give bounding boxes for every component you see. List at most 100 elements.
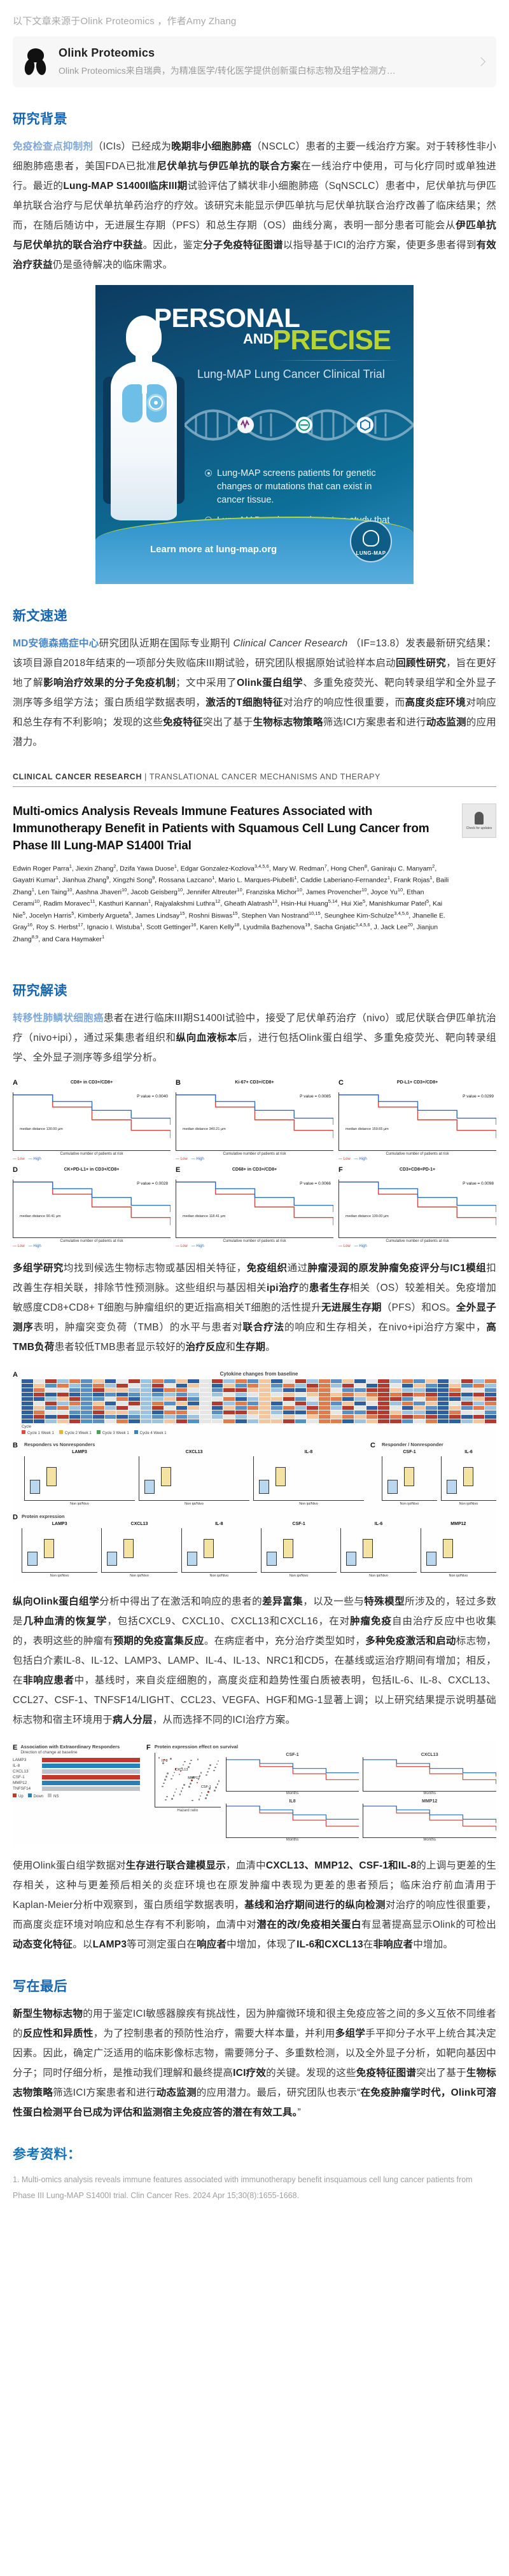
heatmap-cell	[200, 1406, 211, 1410]
heatmap-cell	[330, 1419, 342, 1424]
heatmap-cell	[485, 1379, 496, 1384]
section-heading-news: 新文速递	[13, 609, 67, 623]
heatmap-cell	[414, 1402, 425, 1406]
volcano-point	[206, 1774, 207, 1776]
boxplot-box	[29, 1480, 40, 1494]
volcano-point	[192, 1799, 193, 1802]
heatmap-cell	[45, 1393, 57, 1397]
heatmap-cell	[449, 1406, 461, 1410]
heatmap-cell	[104, 1379, 116, 1384]
heatmap-cell	[437, 1384, 449, 1388]
journal-divider: |	[144, 772, 148, 781]
volcano-point	[165, 1776, 167, 1778]
heatmap-cell	[378, 1410, 389, 1415]
km-legend-item: — Low	[13, 1244, 25, 1249]
heatmap-cell	[271, 1419, 282, 1424]
heatmap-cell	[21, 1419, 33, 1424]
heatmap-cell	[223, 1419, 235, 1424]
crossmark-badge-icon: Check for updates	[462, 804, 496, 838]
heatmap-cell	[21, 1384, 33, 1388]
heatmap-cell	[247, 1388, 259, 1393]
boxplot-title: IL-8	[215, 1522, 223, 1527]
heatmap-cell	[342, 1397, 354, 1402]
volcano-point	[208, 1767, 210, 1770]
heatmap-cell	[116, 1397, 129, 1402]
boxplot-area	[260, 1528, 337, 1573]
volcano-point	[162, 1785, 164, 1788]
heatmap-cell	[330, 1393, 342, 1397]
heatmap-cell	[449, 1397, 461, 1402]
figure-2-panel-d-label: D	[13, 1514, 18, 1522]
heatmap-cell	[401, 1388, 414, 1393]
boxplot-title: LAMP3	[72, 1450, 87, 1455]
figure-2-legend-title: Cycle	[21, 1425, 31, 1430]
boxplot-box	[404, 1467, 414, 1487]
boxplot-x-label: Non ipi/Nivo	[369, 1574, 388, 1578]
dna-helix-icon	[185, 409, 414, 441]
heatmap-cell	[282, 1402, 295, 1406]
heatmap-cell	[211, 1406, 223, 1410]
heatmap-cell	[235, 1419, 247, 1424]
figure-2-panel-b-title: Responders vs Nonresponders	[24, 1442, 95, 1448]
heatmap-cell	[164, 1419, 176, 1424]
boxplot-box	[463, 1467, 473, 1487]
km-panel-c: C PD-L1+ CD3+/CD8+ P value = 0.0299 median …	[338, 1079, 496, 1161]
heatmap-cell	[389, 1384, 401, 1388]
km-plot-area: P value = 0.0085 median distance 340.21 µ…	[176, 1092, 333, 1152]
heatmap-cell	[152, 1410, 164, 1415]
volcano-annotation: IL-8	[162, 1758, 168, 1763]
boxplot-box	[144, 1480, 155, 1494]
paper-authors: Edwin Roger Parra1, Jiexin Zhang2, Dzifa…	[13, 863, 449, 943]
heatmap-cell	[164, 1415, 176, 1419]
volcano-point	[215, 1786, 217, 1788]
km-median-label: median distance 159.65 µm	[345, 1127, 389, 1132]
heatmap-cell	[188, 1419, 200, 1424]
heatmap-cell	[259, 1406, 271, 1410]
heatmap-cell	[152, 1402, 164, 1406]
km-legend: — Low — High	[13, 1157, 171, 1161]
boxplot-title: CXCL13	[185, 1450, 203, 1455]
boxplot-box	[275, 1467, 286, 1487]
volcano-point	[198, 1799, 200, 1800]
heatmap-cell	[69, 1379, 81, 1384]
heatmap-cell	[116, 1415, 129, 1419]
heatmap-cell	[152, 1415, 164, 1419]
heatmap-cell	[152, 1419, 164, 1424]
heatmap-cell	[389, 1393, 401, 1397]
heatmap-cell	[342, 1402, 354, 1406]
boxplot-title: CSF-1	[403, 1450, 416, 1455]
figure-3-row: TNFSF14	[13, 1786, 140, 1791]
heatmap-cell	[188, 1388, 200, 1393]
volcano-point	[181, 1767, 183, 1769]
heatmap-cell	[69, 1419, 81, 1424]
heatmap-cell	[21, 1397, 33, 1402]
heatmap-cell	[104, 1397, 116, 1402]
heatmap-cell	[104, 1410, 116, 1415]
volcano-point	[179, 1770, 182, 1772]
figure-3-panel-f-label: F	[146, 1744, 151, 1752]
heatmap-cell	[140, 1388, 152, 1393]
heatmap-cell	[45, 1406, 57, 1410]
figure-3-row: CSF-1	[13, 1774, 140, 1779]
volcano-point	[207, 1791, 209, 1793]
heatmap-cell	[259, 1384, 271, 1388]
account-card[interactable]: Olink Proteomics Olink Proteomics来自瑞典，为精…	[13, 36, 496, 87]
paper-title: Multi-omics Analysis Reveals Immune Feat…	[13, 805, 429, 853]
volcano-point	[164, 1758, 165, 1761]
volcano-point	[200, 1772, 202, 1774]
chevron-right-icon[interactable]	[476, 56, 487, 67]
heatmap-cell	[378, 1384, 389, 1388]
heatmap-cell	[461, 1410, 473, 1415]
journal-header: CLINICAL CANCER RESEARCH | TRANSLATIONAL…	[13, 772, 496, 787]
figure-3-km-area	[363, 1757, 496, 1792]
volcano-point	[174, 1768, 177, 1770]
heatmap-cell	[176, 1406, 188, 1410]
heatmap-cell	[93, 1406, 104, 1410]
km-panel-label: F	[338, 1166, 343, 1174]
heatmap-cell	[473, 1393, 485, 1397]
heatmap-cell	[57, 1393, 69, 1397]
heatmap-cell	[129, 1406, 140, 1410]
heatmap-cell	[235, 1415, 247, 1419]
heatmap-cell	[33, 1419, 45, 1424]
km-panel-label: E	[176, 1166, 181, 1174]
